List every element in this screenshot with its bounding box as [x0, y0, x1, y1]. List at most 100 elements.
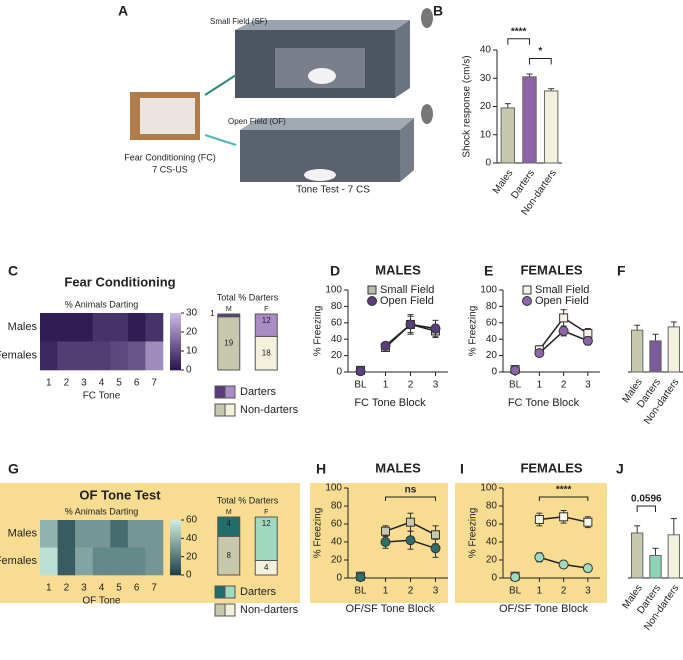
open-field-box — [240, 130, 400, 182]
colorbar-step — [170, 552, 181, 555]
heatmap-cell — [40, 520, 58, 548]
significance-bracket — [636, 505, 656, 512]
panel-background — [310, 483, 448, 603]
chart-title: MALES — [375, 262, 421, 277]
x-tick-label: 3 — [81, 583, 87, 594]
arrow — [204, 134, 237, 146]
x-tick-label: BL — [354, 586, 367, 597]
y-tick-label: 80 — [486, 301, 498, 312]
marker — [355, 572, 366, 583]
colorbar-step — [170, 568, 181, 571]
colorbar-step — [170, 362, 181, 366]
colorbar-step — [170, 533, 181, 537]
row-label: Females — [0, 555, 37, 567]
x-tick-label: 7 — [151, 583, 157, 594]
colorbar-step — [170, 329, 181, 333]
heatmap-cell — [92, 520, 111, 548]
colorbar-step — [170, 327, 181, 330]
y-tick-label: 40 — [486, 334, 498, 345]
arrow — [204, 74, 237, 96]
colorbar-label: 10 — [186, 346, 198, 357]
colorbar-step — [170, 526, 181, 530]
panel-a: A Small Field (SF) Open Field (OF) Fear … — [118, 3, 433, 196]
box-side — [395, 20, 410, 98]
chart-subtitle: % Animals Darting — [65, 299, 139, 309]
panel-letter: A — [118, 3, 128, 19]
marker — [431, 530, 440, 540]
bar-segment — [217, 516, 241, 537]
colorbar-step — [170, 572, 181, 576]
legend-swatch — [214, 385, 226, 399]
heatmap-cell — [127, 341, 146, 371]
annotation: 0.0596 — [631, 494, 662, 505]
bar — [630, 532, 644, 579]
panel-background — [455, 483, 607, 603]
panel-letter: G — [8, 461, 19, 477]
y-axis-label: % Freezing — [313, 508, 324, 559]
y-tick-label: 100 — [480, 285, 497, 296]
heatmap-cell — [145, 313, 164, 342]
colorbar-step — [170, 529, 181, 532]
marker — [559, 512, 569, 522]
heatmap-cell — [110, 341, 129, 371]
bar — [649, 340, 662, 373]
bar-segment — [217, 313, 241, 318]
y-tick-label: 20 — [331, 555, 343, 566]
category-label: F — [264, 306, 268, 313]
heatmap-cell — [57, 341, 76, 371]
legend-label: Non-darters — [240, 404, 299, 416]
y-tick-label: 20 — [480, 101, 492, 112]
legend-marker — [367, 285, 377, 295]
heatmap-cell — [145, 520, 164, 548]
row-label: Females — [0, 350, 37, 362]
y-tick-label: 40 — [331, 334, 343, 345]
heatmap-cell — [75, 341, 94, 371]
box-top — [240, 118, 414, 130]
y-tick-label: 20 — [486, 555, 498, 566]
colorbar-step — [170, 353, 181, 357]
y-tick-label: 40 — [331, 537, 343, 548]
heatmap-cell — [110, 547, 129, 576]
bar — [630, 329, 644, 373]
colorbar-label: 30 — [186, 308, 198, 319]
bar-segment — [254, 313, 278, 337]
colorbar-step — [170, 320, 181, 323]
colorbar-label: 60 — [186, 515, 198, 526]
colorbar-label: 0 — [186, 570, 192, 581]
annotation: **** — [511, 26, 527, 37]
box-top — [235, 20, 410, 30]
data-label: 12 — [262, 519, 271, 528]
marker — [583, 517, 593, 527]
colorbar-step — [170, 334, 181, 338]
y-tick-label: 100 — [325, 285, 342, 296]
y-tick-label: 100 — [325, 483, 342, 494]
data-label: 4 — [227, 519, 232, 528]
bar — [649, 555, 662, 579]
chart-title: Fear Conditioning — [64, 274, 175, 289]
colorbar-step — [170, 549, 181, 553]
colorbar-step — [170, 561, 181, 564]
marker — [380, 340, 391, 351]
marker — [406, 517, 415, 527]
y-axis-label: % Freezing — [313, 306, 324, 357]
mouse — [304, 169, 336, 181]
legend-label: Non-darters — [240, 604, 299, 616]
y-axis-label: % Freezing — [468, 306, 479, 357]
legend-swatch — [224, 403, 236, 417]
y-tick-label: 40 — [480, 45, 492, 56]
diagram-label: Tone Test - 7 CS — [296, 185, 370, 196]
legend-label: Darters — [240, 586, 277, 598]
x-tick-label: 2 — [408, 586, 414, 597]
data-label: 19 — [224, 339, 233, 348]
colorbar-step — [170, 558, 181, 562]
marker — [558, 559, 569, 570]
chart-title: FEMALES — [520, 262, 582, 277]
marker — [380, 537, 391, 547]
x-tick-label: 2 — [64, 583, 70, 594]
colorbar-step — [170, 324, 181, 328]
heatmap-cell — [57, 520, 76, 548]
heatmap-cell — [127, 313, 146, 342]
fc-inner — [140, 98, 195, 134]
x-tick-label: 1 — [383, 586, 389, 597]
diagram-label: Fear Conditioning (FC) — [124, 152, 216, 162]
